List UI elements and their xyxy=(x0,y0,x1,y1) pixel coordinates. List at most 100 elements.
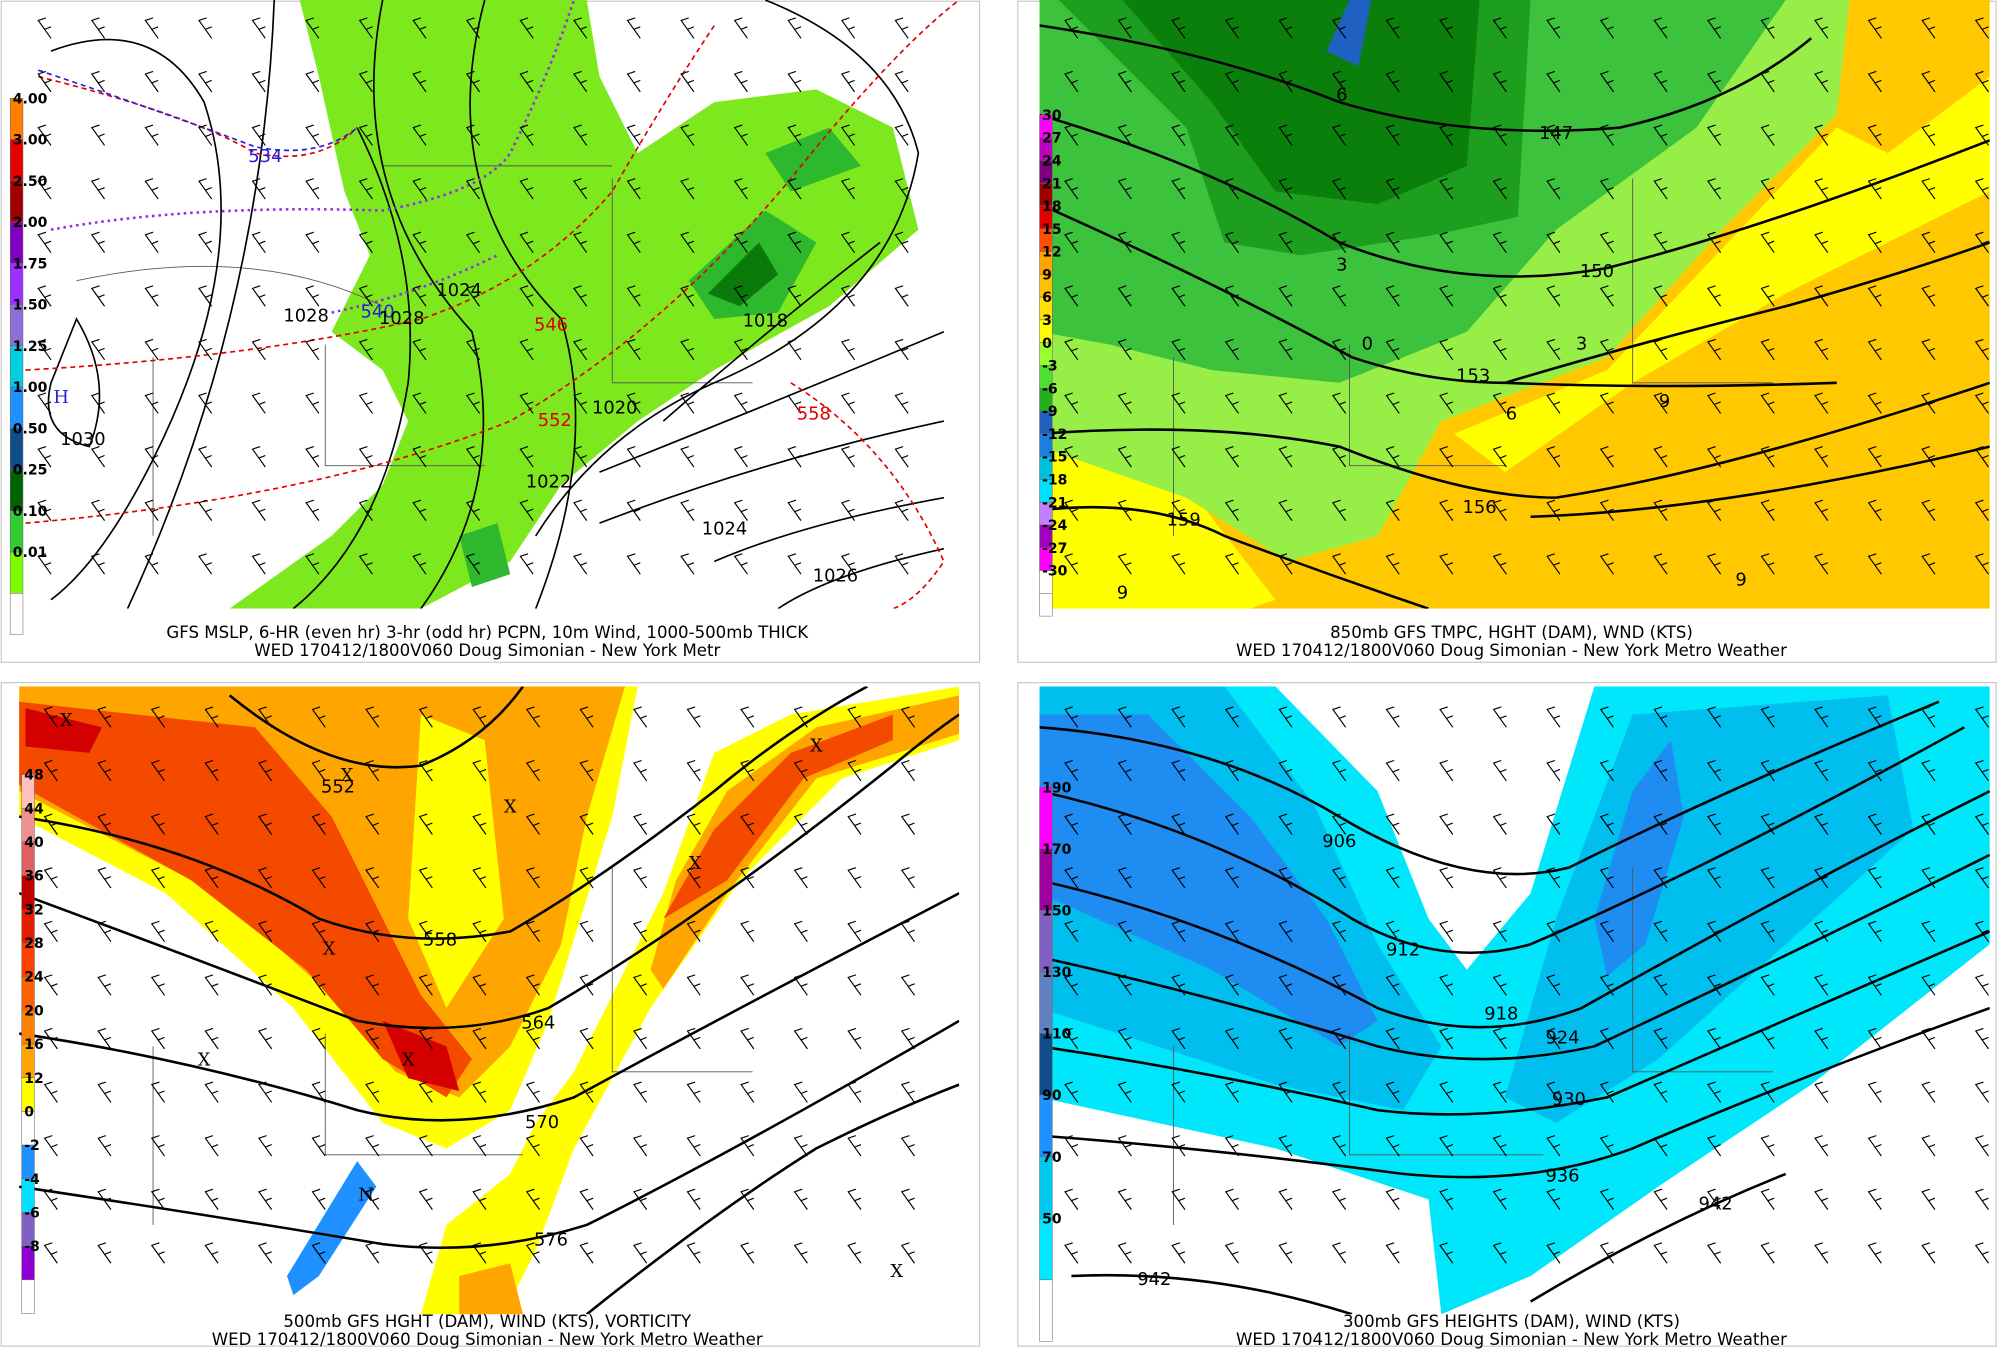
wind-barb xyxy=(43,920,58,943)
contour-label: X xyxy=(402,1049,415,1070)
wind-barb xyxy=(465,392,481,414)
wind-barb xyxy=(1599,285,1614,307)
wind-barb xyxy=(1653,70,1668,93)
caption: GFS MSLP, 6-HR (even hr) 3-hr (odd hr) P… xyxy=(166,623,809,642)
wind-barb xyxy=(204,867,219,889)
wind-barb xyxy=(37,231,52,253)
wind-barb xyxy=(1224,499,1239,521)
wind-barb xyxy=(1706,813,1722,835)
wind-barb xyxy=(573,446,588,468)
wind-barb xyxy=(633,1027,648,1050)
wind-barb xyxy=(43,1242,58,1264)
wind-barb xyxy=(1974,231,1989,253)
wind-barb xyxy=(97,813,112,835)
wind-barb xyxy=(1171,70,1186,93)
wind-barb xyxy=(1867,920,1882,943)
wind-barb xyxy=(1599,392,1614,414)
wind-barb xyxy=(1331,17,1347,39)
wind-barb xyxy=(1921,178,1936,200)
wind-barb xyxy=(1599,867,1614,889)
wind-barb xyxy=(1278,1188,1293,1210)
wind-barb xyxy=(787,285,802,307)
wind-barb xyxy=(900,759,916,782)
wind-barb xyxy=(1117,974,1132,996)
wind-barb xyxy=(1331,178,1347,200)
wind-barb xyxy=(1117,1081,1132,1103)
wind-barb xyxy=(412,17,427,39)
wind-barb xyxy=(1706,1135,1722,1157)
wind-barb xyxy=(573,392,588,414)
wind-barb xyxy=(793,867,808,889)
wind-barb xyxy=(1867,70,1882,93)
wind-barb xyxy=(1492,124,1507,146)
legend-swatch xyxy=(1039,910,1053,973)
wind-barb xyxy=(1492,1027,1507,1050)
wind-barb xyxy=(787,70,802,93)
wind-barb xyxy=(258,920,273,943)
caption: 500mb GFS HGHT (DAM), WIND (KTS), VORTIC… xyxy=(283,1312,692,1331)
wind-barb xyxy=(1706,974,1722,996)
wind-barb xyxy=(1331,285,1347,307)
wind-barb xyxy=(251,231,266,253)
wind-barb xyxy=(1974,813,1989,835)
wind-barb xyxy=(465,70,481,93)
wind-barb xyxy=(1278,813,1293,835)
wind-barb xyxy=(418,1242,433,1264)
wind-barb xyxy=(1171,124,1186,146)
wind-barb xyxy=(305,446,320,468)
wind-barb xyxy=(1867,17,1882,39)
legend-label: -21 xyxy=(1042,495,1067,511)
wind-barb xyxy=(1331,920,1347,943)
wind-barb xyxy=(358,231,373,253)
precip-area xyxy=(229,0,919,609)
wind-barb xyxy=(1385,70,1400,93)
wind-barb xyxy=(519,553,534,575)
wind-barb xyxy=(579,1188,594,1210)
wind-barb xyxy=(1224,124,1239,146)
wind-barb xyxy=(1439,70,1454,93)
wind-barb xyxy=(358,285,373,307)
wind-barb xyxy=(733,285,748,307)
wind-barb xyxy=(900,1135,916,1157)
wind-barb xyxy=(1546,1081,1561,1103)
wind-barb xyxy=(1867,178,1882,200)
legend-label: 150 xyxy=(1042,904,1071,920)
legend-swatch xyxy=(1039,1279,1053,1342)
wind-barb xyxy=(793,1027,808,1050)
wind-barb xyxy=(365,1242,380,1264)
vorticity-area xyxy=(19,701,893,1098)
wind-barb xyxy=(1117,70,1132,93)
contour-label: 1028 xyxy=(283,305,328,326)
wind-barb xyxy=(519,446,534,468)
contour-label: 1018 xyxy=(743,311,788,332)
wind-barb xyxy=(1814,553,1829,575)
wind-barb xyxy=(1760,285,1775,307)
wind-barb xyxy=(43,974,58,996)
wind-barb xyxy=(1278,553,1293,575)
wind-barb xyxy=(412,178,427,200)
wind-barb xyxy=(686,706,701,728)
wind-barb xyxy=(97,706,112,728)
wind-barb xyxy=(626,231,641,253)
wind-barb xyxy=(1867,285,1882,307)
wind-barb xyxy=(1385,338,1400,361)
wind-barb xyxy=(840,231,856,253)
wind-barb xyxy=(1546,813,1561,835)
wind-barb xyxy=(144,178,159,200)
wind-barb xyxy=(1278,231,1293,253)
wind-barb xyxy=(680,285,695,307)
wind-barb xyxy=(1814,867,1829,889)
wind-barb xyxy=(90,124,106,146)
panel-300mb xyxy=(1039,686,1990,1315)
wind-barb xyxy=(1171,706,1186,728)
wind-barb xyxy=(1171,285,1186,307)
wind-barb xyxy=(1706,446,1722,468)
wind-barb xyxy=(311,759,326,782)
wind-barb xyxy=(1653,867,1668,889)
legend-swatch xyxy=(9,593,24,635)
wind-barb xyxy=(1492,813,1507,835)
wind-barb xyxy=(1278,867,1293,889)
wind-barb xyxy=(37,17,52,39)
panel-500mb xyxy=(19,686,960,1315)
wind-barb xyxy=(1224,1081,1239,1103)
